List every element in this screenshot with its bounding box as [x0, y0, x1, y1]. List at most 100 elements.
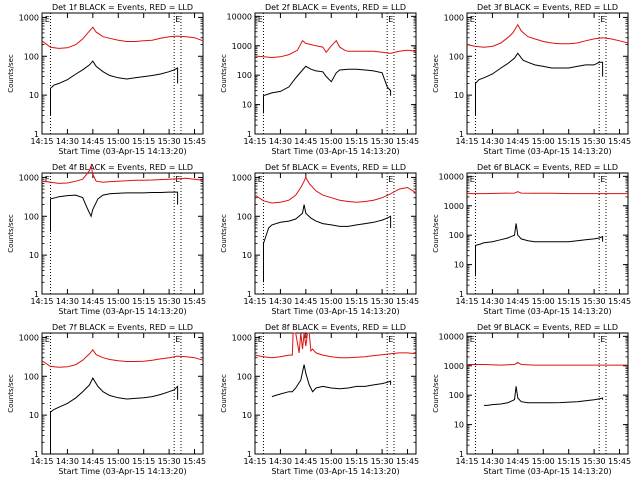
y-tick-label: 10	[454, 421, 464, 430]
plot-frame	[41, 12, 204, 135]
x-tick-label: 14:30	[56, 297, 79, 306]
x-tick-label: 15:30	[371, 137, 394, 146]
x-tick-label: 14:15	[455, 457, 478, 466]
detector-panel-2: Det 2f BLACK = Events, RED = LLD Counts/s…	[220, 3, 419, 156]
events-series-line	[483, 386, 604, 406]
x-tick-label: 15:15	[132, 457, 155, 466]
x-tick-label: 14:15	[30, 137, 53, 146]
event-marker-label: E	[175, 335, 180, 344]
x-tick-label: 15:15	[132, 297, 155, 306]
x-tick-label: 14:15	[455, 137, 478, 146]
x-tick-label: 15:30	[371, 457, 394, 466]
events-series-line	[475, 52, 604, 116]
y-tick-label: 1000	[444, 202, 464, 211]
y-tick-label: 100	[24, 372, 39, 381]
y-axis-label: Counts/sec	[7, 54, 15, 93]
x-tick-label: 14:15	[455, 297, 478, 306]
x-tick-label: 15:00	[320, 137, 343, 146]
x-tick-label: 15:15	[345, 137, 368, 146]
x-axis-label: Start Time (03-Apr-15 14:13:20)	[58, 147, 186, 156]
event-marker-label: E	[175, 15, 180, 24]
y-tick-label: 1	[459, 450, 464, 459]
x-tick-label: 14:45	[294, 297, 317, 306]
detector-panel-5: Det 5f BLACK = Events, RED = LLD Counts/s…	[220, 163, 419, 316]
y-tick-label: 10000	[439, 172, 464, 181]
x-tick-label: 15:30	[158, 137, 181, 146]
panel-title: Det 6f BLACK = Events, RED = LLD	[477, 163, 618, 172]
plot-frame	[41, 172, 204, 295]
detector-panel-9: Det 9f BLACK = Events, RED = LLD Counts/s…	[432, 323, 631, 476]
event-marker-label: E	[45, 175, 50, 184]
y-tick-label: 10	[242, 251, 252, 260]
x-tick-label: 14:15	[243, 297, 266, 306]
x-tick-label: 15:00	[320, 457, 343, 466]
lld-series-line	[467, 191, 628, 195]
y-axis-label: Counts/sec	[220, 214, 228, 253]
plot-frame	[466, 172, 629, 295]
y-tick-label: 10	[242, 101, 252, 110]
x-axis-label: Start Time (03-Apr-15 14:13:20)	[483, 147, 611, 156]
x-tick-label: 15:00	[107, 457, 130, 466]
x-tick-label: 15:00	[532, 137, 555, 146]
x-tick-label: 15:15	[557, 457, 580, 466]
event-marker-label: E	[600, 15, 605, 24]
x-tick-label: 15:45	[183, 457, 206, 466]
lld-series-line	[41, 26, 204, 49]
x-tick-label: 15:45	[396, 137, 419, 146]
y-axis-label: Counts/sec	[432, 374, 440, 413]
panel-title: Det 9f BLACK = Events, RED = LLD	[477, 323, 618, 332]
x-axis-label: Start Time (03-Apr-15 14:13:20)	[271, 467, 399, 476]
y-tick-label: 100	[24, 212, 39, 221]
events-series-line	[263, 65, 392, 114]
x-tick-label: 15:00	[320, 297, 343, 306]
x-axis-label: Start Time (03-Apr-15 14:13:20)	[58, 467, 186, 476]
events-series-line	[271, 364, 392, 398]
x-tick-label: 15:00	[532, 297, 555, 306]
event-marker-label: E	[175, 175, 180, 184]
y-tick-label: 10	[454, 91, 464, 100]
y-tick-label: 10	[242, 411, 252, 420]
x-tick-label: 15:30	[158, 297, 181, 306]
x-tick-label: 14:30	[56, 457, 79, 466]
lld-series-line	[254, 39, 417, 59]
events-series-line	[263, 204, 392, 283]
x-tick-label: 15:45	[183, 137, 206, 146]
x-tick-label: 15:45	[608, 137, 631, 146]
x-tick-label: 14:45	[81, 297, 104, 306]
x-axis-label: Start Time (03-Apr-15 14:13:20)	[271, 307, 399, 316]
x-tick-label: 14:15	[243, 457, 266, 466]
x-tick-label: 14:30	[481, 137, 504, 146]
x-tick-label: 15:30	[583, 137, 606, 146]
x-tick-label: 14:30	[269, 137, 292, 146]
y-tick-label: 1	[34, 450, 39, 459]
x-tick-label: 14:15	[30, 297, 53, 306]
x-axis-label: Start Time (03-Apr-15 14:13:20)	[58, 307, 186, 316]
y-tick-label: 1	[247, 130, 252, 139]
x-tick-label: 15:45	[608, 297, 631, 306]
plot-frame	[254, 12, 417, 135]
detector-panel-7: Det 7f BLACK = Events, RED = LLD Counts/s…	[7, 323, 206, 476]
x-tick-label: 14:45	[506, 137, 529, 146]
lld-series-line	[466, 23, 629, 48]
x-tick-label: 14:15	[243, 137, 266, 146]
events-series-line	[50, 60, 179, 116]
panel-title: Det 4f BLACK = Events, RED = LLD	[52, 163, 193, 172]
y-axis-label: Counts/sec	[432, 54, 440, 93]
plot-frame	[466, 12, 629, 135]
y-tick-label: 1	[34, 130, 39, 139]
event-marker-label: E	[388, 15, 393, 24]
x-tick-label: 14:45	[506, 297, 529, 306]
x-axis-label: Start Time (03-Apr-15 14:13:20)	[483, 467, 611, 476]
event-marker-label: E	[388, 335, 393, 344]
x-tick-label: 14:45	[294, 457, 317, 466]
event-marker-label: E	[45, 15, 50, 24]
plot-frame	[466, 332, 629, 455]
x-tick-label: 15:45	[396, 297, 419, 306]
y-tick-label: 1000	[232, 42, 252, 51]
detector-panel-1: Det 1f BLACK = Events, RED = LLD Counts/s…	[7, 3, 206, 156]
panel-title: Det 5f BLACK = Events, RED = LLD	[265, 163, 406, 172]
y-tick-label: 100	[237, 71, 252, 80]
lld-series-line	[41, 163, 204, 184]
event-marker-label: E	[600, 175, 605, 184]
